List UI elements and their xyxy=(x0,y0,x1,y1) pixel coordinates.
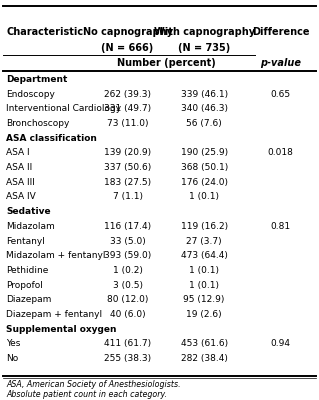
Text: No capnography: No capnography xyxy=(83,27,173,37)
Text: 95 (12.9): 95 (12.9) xyxy=(183,295,225,304)
Text: ASA IV: ASA IV xyxy=(6,192,36,202)
Text: Midazolam: Midazolam xyxy=(6,222,55,231)
Text: Fentanyl: Fentanyl xyxy=(6,236,45,246)
Text: 7 (1.1): 7 (1.1) xyxy=(113,192,143,202)
Text: (N = 666): (N = 666) xyxy=(101,43,154,53)
Text: ASA II: ASA II xyxy=(6,163,33,172)
Text: Number (percent): Number (percent) xyxy=(116,58,215,68)
Text: 340 (46.3): 340 (46.3) xyxy=(181,104,228,113)
Text: Midazolam + fentanyl: Midazolam + fentanyl xyxy=(6,251,106,260)
Text: Endoscopy: Endoscopy xyxy=(6,90,55,98)
Text: 339 (46.1): 339 (46.1) xyxy=(181,90,228,98)
Text: 262 (39.3): 262 (39.3) xyxy=(104,90,151,98)
Text: 473 (64.4): 473 (64.4) xyxy=(181,251,227,260)
Text: 40 (6.0): 40 (6.0) xyxy=(110,310,145,319)
Text: 0.018: 0.018 xyxy=(268,148,294,157)
Text: 1 (0.2): 1 (0.2) xyxy=(113,266,143,275)
Text: 0.81: 0.81 xyxy=(271,222,291,231)
Text: 56 (7.6): 56 (7.6) xyxy=(186,119,222,128)
Text: 190 (25.9): 190 (25.9) xyxy=(181,148,228,157)
Text: 176 (24.0): 176 (24.0) xyxy=(181,178,228,187)
Text: 331 (49.7): 331 (49.7) xyxy=(104,104,151,113)
Text: Pethidine: Pethidine xyxy=(6,266,49,275)
Text: Bronchoscopy: Bronchoscopy xyxy=(6,119,70,128)
Text: 139 (20.9): 139 (20.9) xyxy=(104,148,151,157)
Text: With capnography: With capnography xyxy=(153,27,255,37)
Text: Diazepam + fentanyl: Diazepam + fentanyl xyxy=(6,310,102,319)
Text: ASA, American Society of Anesthesiologists.: ASA, American Society of Anesthesiologis… xyxy=(6,380,181,389)
Text: Diazepam: Diazepam xyxy=(6,295,52,304)
Text: 116 (17.4): 116 (17.4) xyxy=(104,222,151,231)
Text: Sedative: Sedative xyxy=(6,207,51,216)
Text: ASA I: ASA I xyxy=(6,148,30,157)
Text: 282 (38.4): 282 (38.4) xyxy=(181,354,227,363)
Text: 0.65: 0.65 xyxy=(271,90,291,98)
Text: 393 (59.0): 393 (59.0) xyxy=(104,251,151,260)
Text: ASA classification: ASA classification xyxy=(6,134,97,143)
Text: 19 (2.6): 19 (2.6) xyxy=(186,310,222,319)
Text: 183 (27.5): 183 (27.5) xyxy=(104,178,151,187)
Text: Yes: Yes xyxy=(6,339,21,348)
Text: Department: Department xyxy=(6,75,68,84)
Text: 0.94: 0.94 xyxy=(271,339,291,348)
Text: 27 (3.7): 27 (3.7) xyxy=(186,236,222,246)
Text: 255 (38.3): 255 (38.3) xyxy=(104,354,151,363)
Text: ASA III: ASA III xyxy=(6,178,35,187)
Text: 368 (50.1): 368 (50.1) xyxy=(181,163,228,172)
Text: No: No xyxy=(6,354,19,363)
Text: Characteristic: Characteristic xyxy=(6,27,84,37)
Text: 3 (0.5): 3 (0.5) xyxy=(113,281,143,290)
Text: 453 (61.6): 453 (61.6) xyxy=(181,339,228,348)
Text: 337 (50.6): 337 (50.6) xyxy=(104,163,151,172)
Text: 33 (5.0): 33 (5.0) xyxy=(110,236,145,246)
Text: Supplemental oxygen: Supplemental oxygen xyxy=(6,325,117,334)
Text: 119 (16.2): 119 (16.2) xyxy=(181,222,228,231)
Text: 1 (0.1): 1 (0.1) xyxy=(189,266,219,275)
Text: 1 (0.1): 1 (0.1) xyxy=(189,281,219,290)
Text: Propofol: Propofol xyxy=(6,281,43,290)
Text: Interventional Cardiology: Interventional Cardiology xyxy=(6,104,122,113)
Text: Difference: Difference xyxy=(252,27,309,37)
Text: Absolute patient count in each category.: Absolute patient count in each category. xyxy=(6,390,167,399)
Text: 1 (0.1): 1 (0.1) xyxy=(189,192,219,202)
Text: 411 (61.7): 411 (61.7) xyxy=(104,339,151,348)
Text: 73 (11.0): 73 (11.0) xyxy=(107,119,148,128)
Text: (N = 735): (N = 735) xyxy=(178,43,230,53)
Text: p-value: p-value xyxy=(260,58,301,68)
Text: 80 (12.0): 80 (12.0) xyxy=(107,295,148,304)
